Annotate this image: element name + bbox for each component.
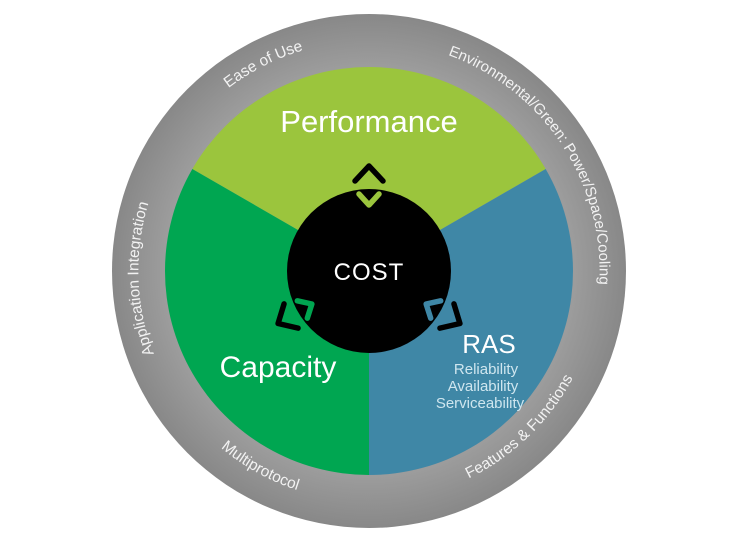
svg-text:Reliability: Reliability	[454, 361, 519, 378]
svg-text:RAS: RAS	[462, 329, 515, 359]
svg-text:Capacity: Capacity	[220, 351, 337, 384]
svg-text:Performance: Performance	[280, 104, 457, 139]
svg-text:COST: COST	[334, 259, 405, 286]
svg-text:Serviceability: Serviceability	[436, 395, 525, 412]
svg-text:Availability: Availability	[448, 378, 519, 395]
